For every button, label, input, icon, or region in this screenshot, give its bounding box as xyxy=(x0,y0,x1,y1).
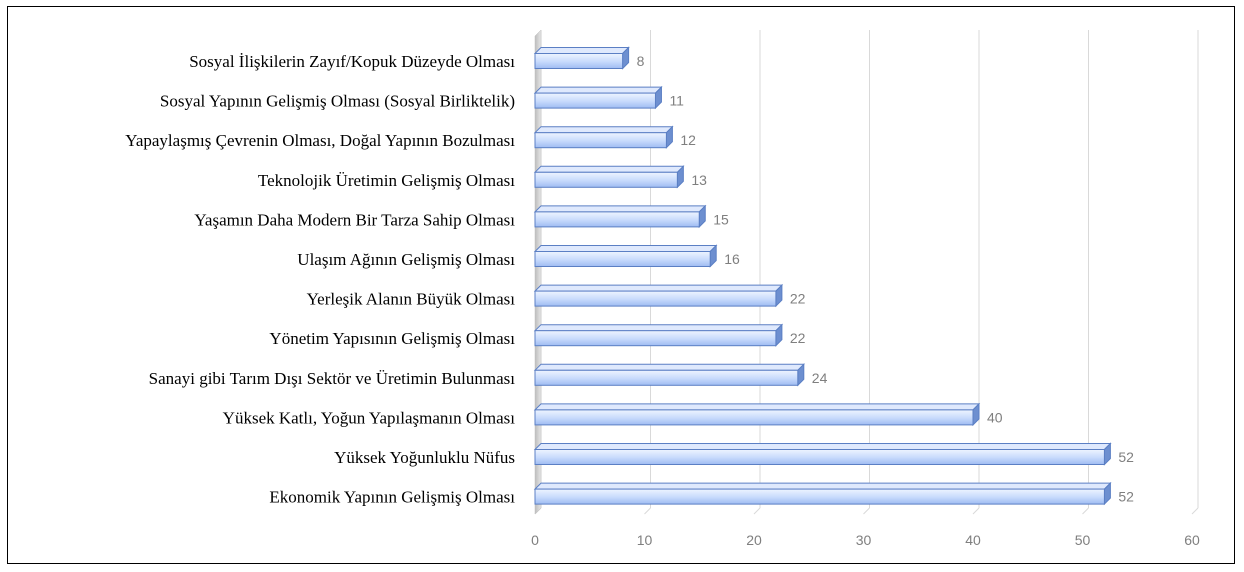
bar-top xyxy=(533,403,981,411)
x-tick-label: 20 xyxy=(746,532,762,548)
category-label: Ulaşım Ağının Gelişmiş Olması xyxy=(297,250,515,269)
value-label: 52 xyxy=(1118,489,1134,505)
bar xyxy=(534,330,777,347)
x-tick-label: 0 xyxy=(531,532,539,548)
gridline-foot xyxy=(1082,507,1089,515)
value-label: 12 xyxy=(680,132,696,148)
category-label: Teknolojik Üretimin Gelişmiş Olması xyxy=(258,171,515,190)
value-label: 13 xyxy=(691,172,707,188)
bar xyxy=(534,369,799,386)
bar xyxy=(534,290,777,307)
gridline-foot xyxy=(753,507,761,515)
side-wall xyxy=(534,29,542,515)
gridline-foot xyxy=(863,507,870,515)
gridline-foot xyxy=(644,507,651,515)
category-label: Yönetim Yapısının Gelişmiş Olması xyxy=(269,329,515,348)
bar xyxy=(534,409,974,426)
bar xyxy=(534,488,1105,505)
x-tick-label: 30 xyxy=(856,532,872,548)
bar xyxy=(534,171,678,188)
category-label: Yüksek Yoğunluklu Nüfus xyxy=(334,448,515,467)
value-label: 52 xyxy=(1118,449,1134,465)
value-label: 24 xyxy=(812,370,828,386)
category-label: Sosyal Yapının Gelişmiş Olması (Sosyal B… xyxy=(160,92,515,111)
value-label: 22 xyxy=(790,330,806,346)
value-labels: 8 11 12 13 15 16 22 22 24 40 52 52 xyxy=(637,53,1135,505)
x-tick-label: 10 xyxy=(637,532,653,548)
x-tick-label: 40 xyxy=(965,532,981,548)
category-label: Yaşamın Daha Modern Bir Tarza Sahip Olma… xyxy=(194,210,515,229)
value-label: 8 xyxy=(637,53,645,69)
category-label: Yerleşik Alanın Büyük Olması xyxy=(307,290,516,309)
bar-top xyxy=(533,245,718,252)
value-label: 22 xyxy=(790,291,806,307)
x-tick-label: 50 xyxy=(1075,532,1091,548)
bar-top xyxy=(533,284,784,292)
bar-top xyxy=(533,443,1112,450)
bar xyxy=(534,53,624,69)
category-label: Sosyal İlişkilerin Zayıf/Kopuk Düzeyde O… xyxy=(189,52,515,71)
value-label: 15 xyxy=(713,211,729,227)
x-tick-label: 60 xyxy=(1184,532,1200,548)
bar-top xyxy=(533,482,1112,490)
bar xyxy=(534,211,700,228)
bar xyxy=(534,251,711,267)
bars xyxy=(533,46,1112,506)
bar-top xyxy=(533,205,707,213)
gridline-foot xyxy=(1191,507,1199,515)
bar xyxy=(534,132,667,149)
bar-top xyxy=(533,86,663,94)
x-axis-tick-labels: 0 10 20 30 40 50 60 xyxy=(531,532,1200,548)
bar xyxy=(534,449,1105,465)
value-label: 16 xyxy=(724,251,740,267)
category-label: Yüksek Katlı, Yoğun Yapılaşmanın Olması xyxy=(223,408,516,427)
bar xyxy=(534,92,656,109)
value-label: 11 xyxy=(669,93,684,109)
bar-top xyxy=(533,126,674,134)
chart-side-wall xyxy=(534,29,542,515)
category-label: Yapaylaşmış Çevrenin Olması, Doğal Yapın… xyxy=(125,131,515,150)
gridline-foot xyxy=(972,507,980,515)
bar-top xyxy=(533,363,806,371)
bar-top xyxy=(533,324,784,332)
category-label: Sanayi gibi Tarım Dışı Sektör ve Üretimi… xyxy=(149,369,516,388)
value-label: 40 xyxy=(987,409,1003,425)
bar-top xyxy=(533,47,630,54)
category-labels: Sosyal İlişkilerin Zayıf/Kopuk Düzeyde O… xyxy=(125,52,515,507)
bar-top xyxy=(533,165,685,173)
category-label: Ekonomik Yapının Gelişmiş Olması xyxy=(269,488,515,507)
